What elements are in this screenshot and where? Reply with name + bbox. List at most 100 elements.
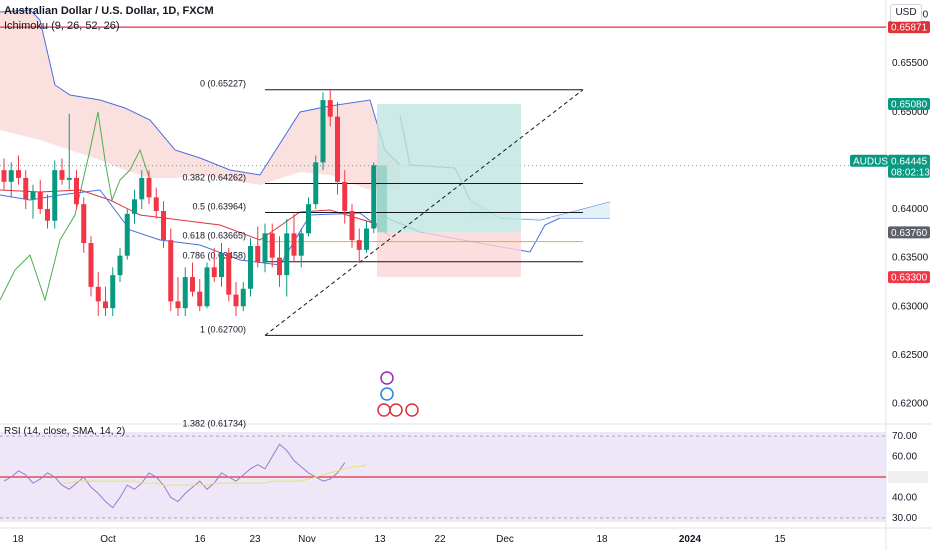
candle-body-40 xyxy=(291,233,297,256)
chikou-span xyxy=(0,111,151,302)
fib-level-label-2: 0.5 (0.63964) xyxy=(192,202,246,212)
candle-body-25 xyxy=(182,277,188,309)
time-tick-2: 16 xyxy=(194,534,206,545)
price-tick-8: 0.62000 xyxy=(892,398,929,409)
candle-body-43 xyxy=(313,162,319,205)
candle-body-5 xyxy=(37,191,43,210)
price-tag-3: 0.64445 xyxy=(891,156,928,167)
candle-body-19 xyxy=(139,177,145,200)
price-tag-bg-5 xyxy=(888,226,930,239)
candle-body-27 xyxy=(197,291,203,307)
time-tick-6: 22 xyxy=(434,534,446,545)
price-tick-2: 0.65000 xyxy=(892,107,929,118)
rsi-sma-line xyxy=(62,464,367,486)
rsi-line xyxy=(3,443,346,509)
au-flag-event-icon[interactable] xyxy=(380,387,394,401)
open-profit-zone xyxy=(377,165,387,233)
rsi-legend[interactable]: RSI (14, close, SMA, 14, 2) xyxy=(4,426,126,437)
candle-body-35 xyxy=(255,245,261,263)
price-tag-0: 0.65871 xyxy=(891,23,928,34)
rsi-tick-1: 60.00 xyxy=(892,452,917,463)
rsi-tick-3: 40.00 xyxy=(892,492,917,503)
price-tick-1: 0.65500 xyxy=(892,58,929,69)
time-tick-5: 13 xyxy=(374,534,386,545)
time-tick-1: Oct xyxy=(100,534,116,545)
candle-body-47 xyxy=(342,181,348,211)
fib-level-label-3: 0.618 (0.63665) xyxy=(182,231,246,241)
price-tag-2: AUDUSD xyxy=(853,156,895,167)
candle-body-15 xyxy=(110,275,116,309)
target-zone xyxy=(377,104,521,233)
price-tick-4: 0.64000 xyxy=(892,204,929,215)
candle-body-22 xyxy=(161,210,166,241)
senkou-span-a xyxy=(0,9,401,176)
candle-body-1 xyxy=(8,170,14,182)
time-tick-9: 2024 xyxy=(679,534,702,545)
price-tick-7: 0.62500 xyxy=(892,350,929,361)
price-tag-4: 08:02:13 xyxy=(891,167,930,178)
us-flag-event-icon-3[interactable] xyxy=(405,403,419,417)
chart-header: Australian Dollar / U.S. Dollar, 1D, FXC… xyxy=(4,4,214,34)
candle-body-18 xyxy=(132,199,137,214)
fib-level-label-6: 1.382 (0.61734) xyxy=(182,418,246,428)
candle-body-51 xyxy=(371,165,377,229)
candle-body-3 xyxy=(23,177,29,200)
candle-body-8 xyxy=(59,170,65,180)
candle-body-23 xyxy=(168,240,174,302)
price-tag-bg-6 xyxy=(888,271,930,284)
time-tick-8: 18 xyxy=(596,534,608,545)
price-tag-bg-4 xyxy=(888,165,930,178)
us-flag-event-icon-1[interactable] xyxy=(377,403,391,417)
candle-body-0 xyxy=(1,170,7,182)
price-tag-6: 0.63300 xyxy=(891,273,928,284)
candle-body-44 xyxy=(320,100,326,163)
currency-button[interactable]: USD xyxy=(890,4,922,22)
candle-body-9 xyxy=(66,177,72,180)
price-tag-5: 0.63760 xyxy=(891,228,928,239)
lightning-event-icon[interactable] xyxy=(380,371,394,385)
candle-body-4 xyxy=(30,191,36,200)
candle-body-41 xyxy=(298,233,304,256)
stop-zone xyxy=(377,232,521,278)
time-tick-7: Dec xyxy=(496,534,514,545)
us-flag-event-icon-2[interactable] xyxy=(389,403,403,417)
fib-trendline xyxy=(264,89,584,336)
candle-body-46 xyxy=(335,116,340,182)
ichimoku-legend[interactable]: Ichimoku (9, 26, 52, 26) xyxy=(4,20,120,32)
candle-body-30 xyxy=(219,252,224,278)
ichimoku-cloud xyxy=(0,10,400,190)
rsi-tick-4: 30.00 xyxy=(892,513,917,524)
candle-body-29 xyxy=(211,267,217,278)
candle-body-49 xyxy=(356,240,362,250)
candle-body-20 xyxy=(146,177,152,198)
price-tag-bg-2 xyxy=(850,154,888,167)
time-tick-0: 18 xyxy=(12,534,24,545)
candle-body-2 xyxy=(16,170,21,178)
candle-body-45 xyxy=(327,100,333,117)
candle-body-16 xyxy=(117,255,123,276)
candle-body-39 xyxy=(284,233,290,276)
candle-body-33 xyxy=(240,288,246,307)
price-tick-6: 0.63000 xyxy=(892,301,929,312)
price-tick-5: 0.63500 xyxy=(892,253,929,264)
rsi-tag-bg xyxy=(888,471,928,483)
price-tag-1: 0.65080 xyxy=(891,100,928,111)
candle-body-37 xyxy=(269,233,275,258)
rsi-tick-0: 70.00 xyxy=(892,431,917,442)
fib-level-label-1: 0.382 (0.64262) xyxy=(182,173,246,183)
candle-body-42 xyxy=(306,204,311,234)
candle-body-38 xyxy=(277,257,282,276)
candle-body-6 xyxy=(45,209,50,221)
candle-body-11 xyxy=(81,204,87,244)
candle-body-17 xyxy=(124,213,130,256)
fib-level-label-5: 1 (0.62700) xyxy=(200,324,246,334)
candle-body-24 xyxy=(175,301,181,309)
candle-body-10 xyxy=(74,177,79,205)
candle-body-34 xyxy=(248,245,253,289)
time-tick-10: 15 xyxy=(774,534,786,545)
candle-body-28 xyxy=(204,267,210,307)
candle-body-14 xyxy=(103,301,108,309)
candle-body-48 xyxy=(349,210,355,241)
price-tag-bg-0 xyxy=(888,21,930,34)
